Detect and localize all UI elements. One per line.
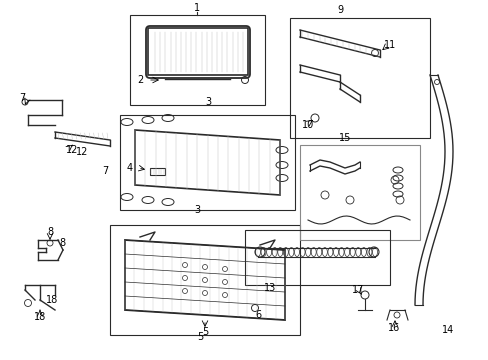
Text: 18: 18 bbox=[34, 312, 46, 322]
Text: 12: 12 bbox=[76, 147, 88, 157]
Text: 3: 3 bbox=[204, 97, 211, 107]
Bar bbox=[110, 225, 299, 335]
Text: 15: 15 bbox=[338, 133, 350, 143]
Bar bbox=[299, 145, 419, 240]
Text: 5: 5 bbox=[197, 332, 203, 342]
Text: 12: 12 bbox=[66, 145, 78, 155]
Bar bbox=[244, 230, 389, 285]
Text: 9: 9 bbox=[336, 5, 343, 15]
Text: 1: 1 bbox=[194, 3, 200, 13]
Text: 3: 3 bbox=[194, 205, 200, 215]
Text: 14: 14 bbox=[441, 325, 453, 335]
Text: 8: 8 bbox=[47, 227, 53, 237]
Bar bbox=[130, 15, 264, 105]
Text: 16: 16 bbox=[387, 323, 399, 333]
Text: 18: 18 bbox=[46, 295, 58, 305]
Text: 6: 6 bbox=[254, 310, 261, 320]
Text: 7: 7 bbox=[19, 93, 25, 103]
Text: 5: 5 bbox=[202, 327, 208, 337]
Bar bbox=[289, 18, 429, 138]
Text: 13: 13 bbox=[264, 283, 276, 293]
Text: 11: 11 bbox=[383, 40, 395, 50]
Text: 8: 8 bbox=[59, 238, 65, 248]
Text: 4: 4 bbox=[127, 163, 133, 173]
Text: 17: 17 bbox=[351, 285, 364, 295]
Text: 7: 7 bbox=[102, 166, 108, 176]
Bar bbox=[120, 115, 294, 210]
Text: 10: 10 bbox=[301, 120, 313, 130]
Text: 2: 2 bbox=[137, 75, 143, 85]
